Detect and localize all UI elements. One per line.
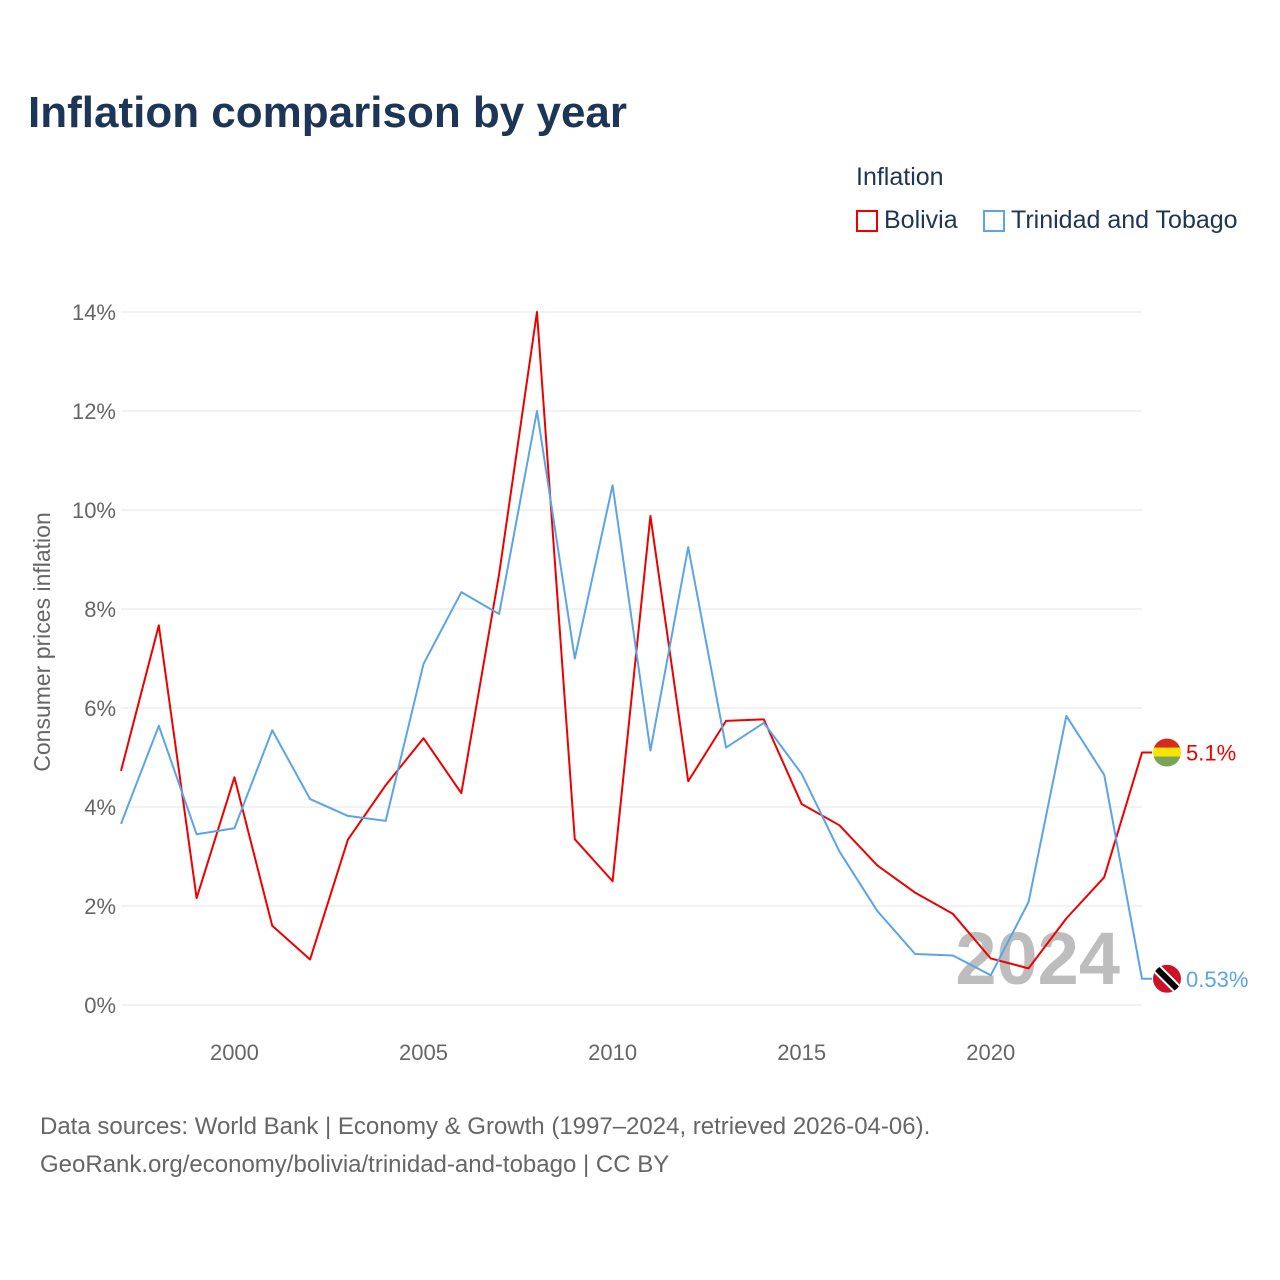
y-tick-label: 12% xyxy=(72,399,116,424)
end-value-label: 0.53% xyxy=(1186,967,1248,992)
y-tick-label: 0% xyxy=(84,993,116,1018)
y-tick-label: 10% xyxy=(72,498,116,523)
legend-title: Inflation xyxy=(856,163,944,191)
source-link[interactable]: GeoRank.org/economy/bolivia/trinidad-and… xyxy=(40,1151,670,1178)
y-tick-label: 6% xyxy=(84,696,116,721)
x-tick-label: 2020 xyxy=(966,1040,1015,1065)
y-tick-label: 4% xyxy=(84,795,116,820)
legend-item-bolivia[interactable]: Bolivia xyxy=(856,206,958,235)
x-tick-label: 2000 xyxy=(210,1040,259,1065)
legend-swatch xyxy=(856,209,878,232)
trinidad-flag-icon xyxy=(1153,964,1181,993)
chart-title: Inflation comparison by year xyxy=(28,88,628,137)
end-value-label: 5.1% xyxy=(1186,741,1236,766)
legend-swatch xyxy=(983,209,1005,232)
series-line-trinidad-and-tobago xyxy=(120,410,1152,980)
series-line-bolivia xyxy=(120,311,1152,970)
y-tick-label: 2% xyxy=(84,894,116,919)
y-tick-label: 14% xyxy=(72,300,116,325)
y-tick-label: 8% xyxy=(84,597,116,622)
legend-label: Bolivia xyxy=(884,206,958,234)
x-tick-label: 2005 xyxy=(399,1040,448,1065)
year-watermark: 2024 xyxy=(955,917,1120,1000)
source-note: Data sources: World Bank | Economy & Gro… xyxy=(40,1108,930,1184)
x-tick-label: 2010 xyxy=(588,1040,637,1065)
legend-label: Trinidad and Tobago xyxy=(1011,206,1238,234)
legend-item-trinidad[interactable]: Trinidad and Tobago xyxy=(983,206,1238,235)
bolivia-flag-icon xyxy=(1153,738,1181,767)
x-tick-label: 2015 xyxy=(777,1040,826,1065)
y-axis-label: Consumer prices inflation xyxy=(29,512,55,772)
source-line: Data sources: World Bank | Economy & Gro… xyxy=(40,1113,931,1140)
